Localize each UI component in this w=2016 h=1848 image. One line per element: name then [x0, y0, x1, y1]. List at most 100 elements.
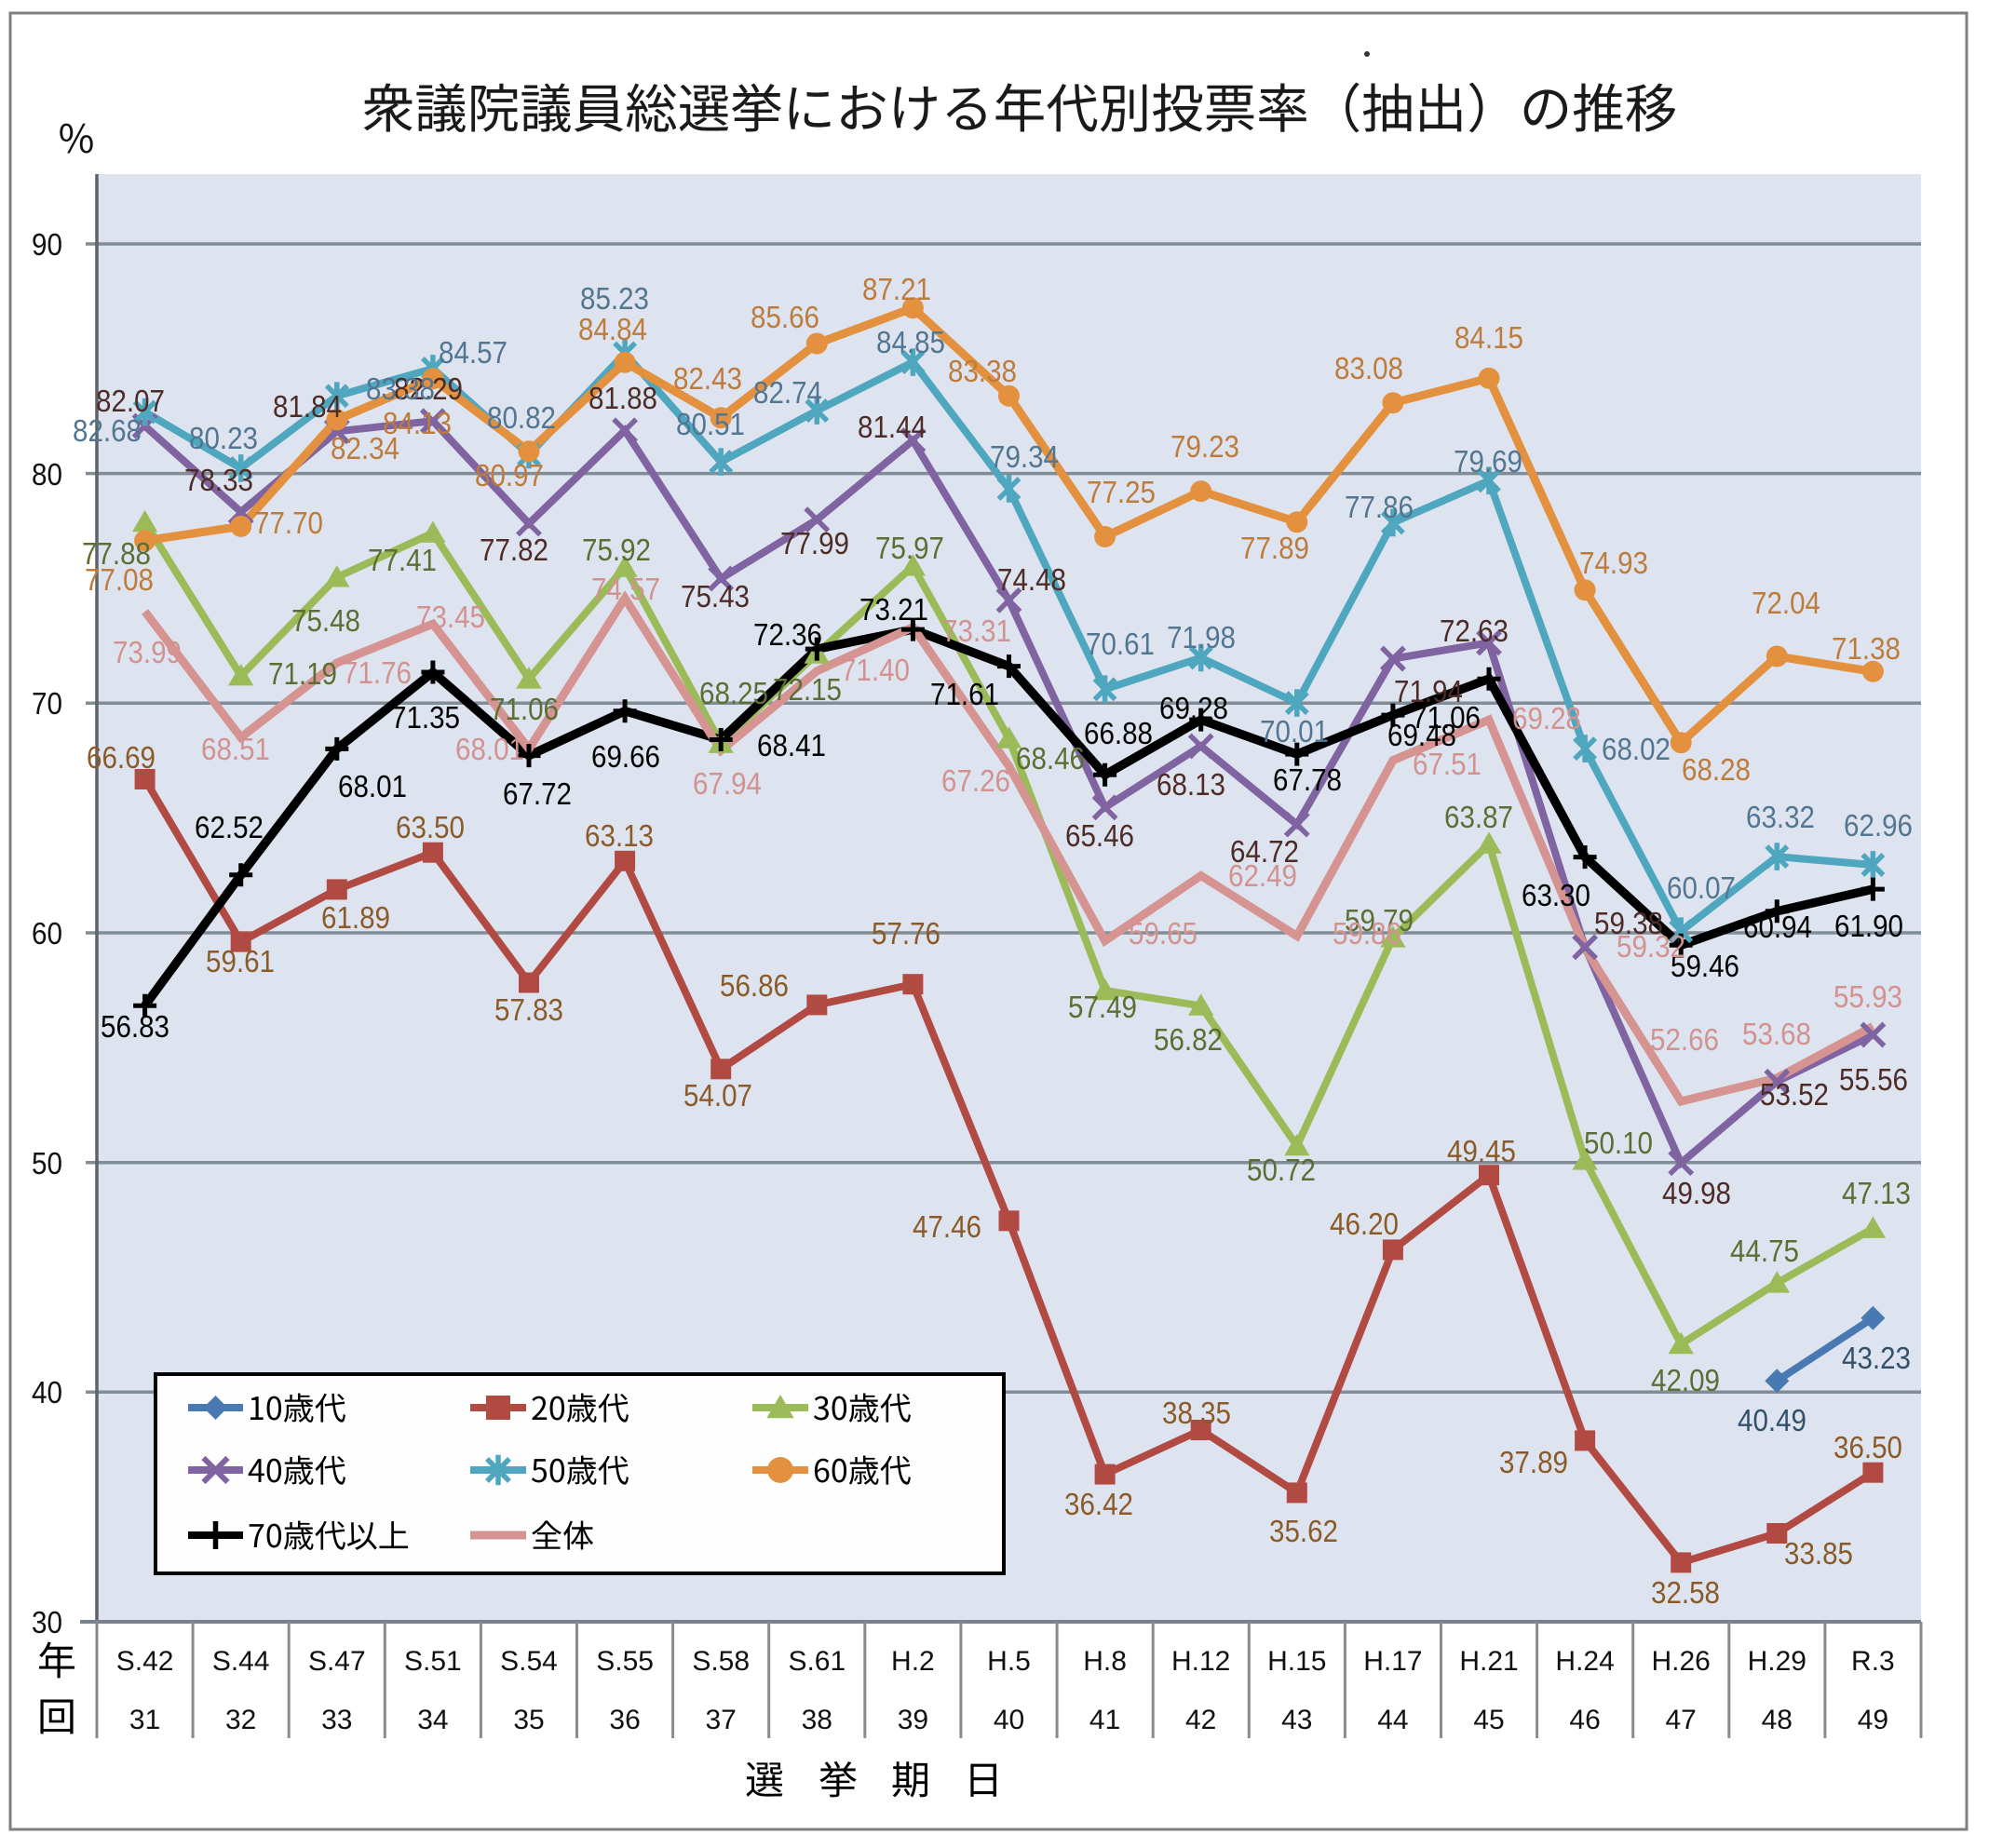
svg-text:64.72: 64.72 [1230, 834, 1299, 869]
svg-text:71.40: 71.40 [841, 653, 910, 687]
svg-text:68.13: 68.13 [1157, 767, 1225, 802]
svg-text:90: 90 [32, 227, 62, 262]
svg-text:59.61: 59.61 [206, 944, 275, 978]
svg-text:S.61: S.61 [788, 1646, 846, 1677]
svg-text:52.66: 52.66 [1650, 1022, 1719, 1057]
svg-text:55.93: 55.93 [1833, 979, 1902, 1014]
svg-text:59.86: 59.86 [1333, 916, 1401, 951]
svg-text:71.38: 71.38 [1832, 631, 1901, 666]
svg-text:67.26: 67.26 [941, 763, 1010, 798]
svg-text:84.57: 84.57 [439, 335, 507, 370]
svg-text:S.44: S.44 [212, 1646, 270, 1677]
svg-text:72.63: 72.63 [1440, 614, 1509, 648]
svg-text:49: 49 [1858, 1705, 1888, 1735]
svg-text:71.61: 71.61 [930, 677, 999, 711]
svg-text:82.34: 82.34 [331, 431, 399, 465]
svg-text:56.82: 56.82 [1154, 1022, 1223, 1057]
svg-text:42: 42 [1185, 1705, 1216, 1735]
svg-text:46.20: 46.20 [1330, 1207, 1399, 1241]
svg-text:63.32: 63.32 [1746, 800, 1815, 834]
svg-text:39: 39 [898, 1705, 928, 1735]
svg-text:59.46: 59.46 [1671, 949, 1739, 983]
svg-text:78.33: 78.33 [184, 463, 253, 497]
svg-text:H.24: H.24 [1555, 1646, 1614, 1677]
svg-text:60.07: 60.07 [1667, 870, 1736, 905]
svg-text:S.54: S.54 [500, 1646, 558, 1677]
svg-text:47.46: 47.46 [913, 1209, 981, 1244]
svg-text:73.99: 73.99 [113, 635, 182, 669]
svg-text:72.15: 72.15 [773, 672, 842, 707]
svg-text:70.61: 70.61 [1086, 627, 1155, 661]
svg-text:63.50: 63.50 [396, 810, 465, 844]
svg-text:62.49: 62.49 [1228, 858, 1297, 893]
svg-text:65.46: 65.46 [1065, 818, 1134, 853]
svg-text:71.19: 71.19 [268, 656, 337, 691]
svg-text:83.08: 83.08 [1334, 351, 1403, 385]
svg-text:S.42: S.42 [116, 1646, 174, 1677]
svg-text:81.44: 81.44 [858, 410, 927, 444]
svg-text:67.72: 67.72 [503, 776, 572, 811]
svg-text:40.49: 40.49 [1738, 1403, 1806, 1437]
svg-text:71.98: 71.98 [1167, 620, 1236, 654]
svg-text:82.68: 82.68 [73, 413, 142, 448]
svg-text:71.06: 71.06 [490, 692, 559, 726]
svg-text:37.89: 37.89 [1499, 1445, 1568, 1479]
svg-text:67.94: 67.94 [693, 766, 762, 801]
svg-text:80.23: 80.23 [189, 421, 258, 455]
svg-text:40: 40 [994, 1705, 1024, 1735]
svg-text:36.42: 36.42 [1064, 1487, 1133, 1521]
svg-text:66.88: 66.88 [1084, 716, 1153, 750]
svg-text:74.48: 74.48 [997, 562, 1066, 597]
svg-text:49.45: 49.45 [1447, 1134, 1516, 1168]
svg-text:71.94: 71.94 [1394, 674, 1463, 708]
svg-text:73.21: 73.21 [859, 592, 928, 627]
svg-text:H.12: H.12 [1171, 1646, 1230, 1677]
svg-text:79.34: 79.34 [990, 439, 1059, 474]
svg-text:84.85: 84.85 [876, 325, 945, 359]
svg-text:71.35: 71.35 [391, 700, 460, 735]
svg-text:56.86: 56.86 [720, 968, 789, 1003]
svg-text:79.69: 79.69 [1454, 444, 1522, 479]
svg-text:62.52: 62.52 [195, 810, 264, 844]
svg-text:84.84: 84.84 [578, 312, 647, 346]
svg-text:48: 48 [1762, 1705, 1793, 1735]
svg-text:71.06: 71.06 [1412, 700, 1481, 735]
svg-text:77.25: 77.25 [1087, 475, 1156, 509]
svg-text:80.82: 80.82 [487, 400, 556, 435]
svg-text:75.43: 75.43 [681, 579, 750, 614]
svg-text:72.04: 72.04 [1752, 586, 1820, 620]
svg-text:77.82: 77.82 [480, 533, 548, 567]
svg-text:43: 43 [1281, 1705, 1312, 1735]
svg-text:49.98: 49.98 [1662, 1176, 1731, 1210]
svg-text:68.25: 68.25 [699, 676, 768, 710]
svg-text:70: 70 [32, 686, 62, 721]
svg-text:53.68: 53.68 [1742, 1017, 1811, 1051]
svg-text:70.01: 70.01 [1260, 714, 1329, 749]
svg-text:69.28: 69.28 [1512, 701, 1581, 735]
svg-text:32.58: 32.58 [1651, 1575, 1720, 1610]
svg-text:S.51: S.51 [404, 1646, 462, 1677]
svg-text:63.87: 63.87 [1444, 800, 1513, 834]
svg-text:67.51: 67.51 [1413, 747, 1482, 781]
svg-text:34: 34 [417, 1705, 448, 1735]
svg-text:H.2: H.2 [891, 1646, 935, 1677]
svg-text:73.45: 73.45 [416, 600, 485, 634]
svg-text:57.83: 57.83 [494, 992, 563, 1027]
svg-text:R.3: R.3 [1851, 1646, 1895, 1677]
svg-text:S.47: S.47 [308, 1646, 366, 1677]
svg-text:82.29: 82.29 [394, 371, 463, 406]
svg-text:87.21: 87.21 [862, 272, 931, 306]
svg-text:77.89: 77.89 [1240, 531, 1309, 565]
svg-text:68.01: 68.01 [338, 769, 407, 803]
svg-text:H.5: H.5 [987, 1646, 1031, 1677]
svg-text:77.86: 77.86 [1345, 490, 1414, 524]
svg-text:68.41: 68.41 [757, 728, 826, 762]
svg-text:57.76: 57.76 [872, 916, 940, 951]
svg-text:H.29: H.29 [1748, 1646, 1806, 1677]
svg-text:80.51: 80.51 [676, 407, 745, 441]
svg-text:S.58: S.58 [692, 1646, 750, 1677]
svg-text:62.96: 62.96 [1844, 808, 1913, 843]
svg-text:68.01: 68.01 [455, 732, 524, 766]
svg-text:67.78: 67.78 [1273, 762, 1342, 797]
svg-text:83.38: 83.38 [948, 354, 1017, 388]
